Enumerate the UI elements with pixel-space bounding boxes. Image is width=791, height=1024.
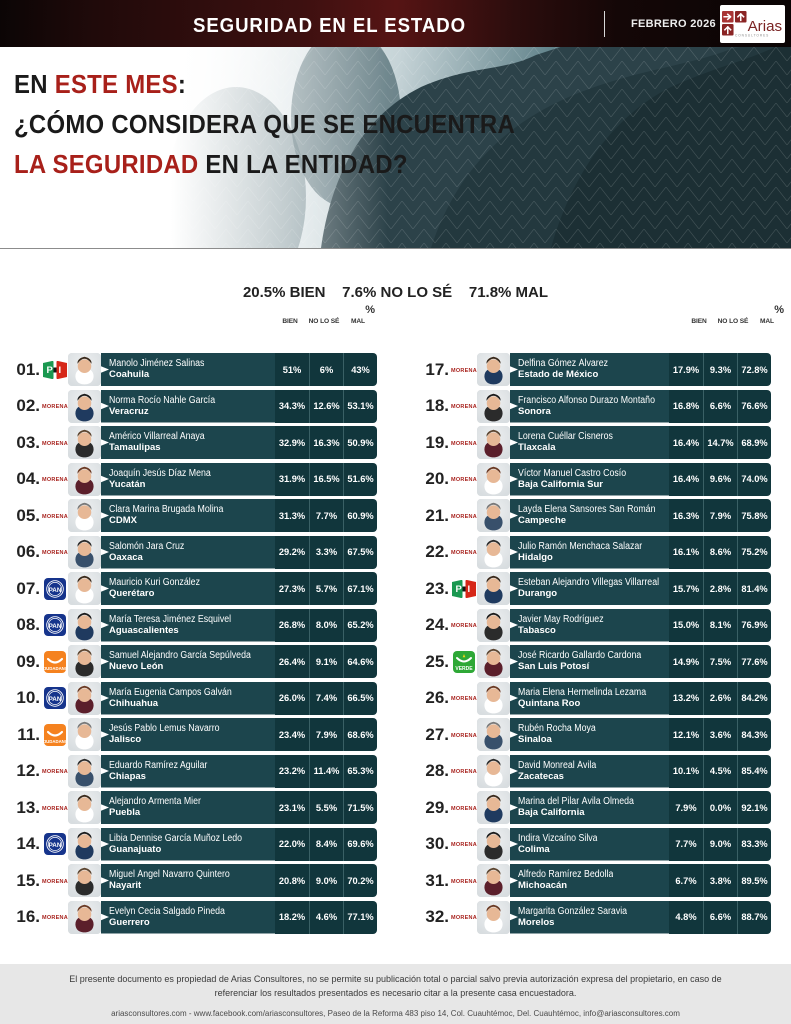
svg-text:I: I [468,584,471,595]
svg-text:PAN: PAN [49,696,62,703]
svg-text:MORENA: MORENA [451,514,477,520]
svg-text:PAN: PAN [49,842,62,849]
svg-text:CONSULTORES: CONSULTORES [734,34,768,38]
svg-text:MORENA: MORENA [451,550,477,556]
svg-text:MORENA: MORENA [42,441,68,447]
svg-text:MORENA: MORENA [451,879,477,885]
svg-text:MORENA: MORENA [42,879,68,885]
svg-text:MORENA: MORENA [451,368,477,374]
svg-text:MORENA: MORENA [42,404,68,410]
svg-text:MORENA: MORENA [451,915,477,921]
svg-text:CIUDADANO: CIUDADANO [44,739,66,744]
svg-text:MORENA: MORENA [42,514,68,520]
svg-text:MORENA: MORENA [451,623,477,629]
svg-text:PAN: PAN [49,587,62,594]
svg-text:MORENA: MORENA [42,915,68,921]
svg-text:MORENA: MORENA [451,769,477,775]
svg-text:P: P [47,365,54,376]
svg-text:PAN: PAN [49,623,62,630]
svg-text:MORENA: MORENA [42,477,68,483]
svg-text:MORENA: MORENA [451,696,477,702]
svg-text:MORENA: MORENA [451,477,477,483]
svg-text:MORENA: MORENA [451,441,477,447]
svg-text:VERDE: VERDE [455,666,473,672]
svg-text:MORENA: MORENA [451,404,477,410]
svg-text:MORENA: MORENA [451,733,477,739]
svg-text:I: I [59,365,62,376]
svg-text:P: P [456,584,463,595]
svg-text:CIUDADANO: CIUDADANO [44,666,66,671]
svg-text:MORENA: MORENA [42,550,68,556]
svg-text:Arias: Arias [747,18,782,35]
svg-text:MORENA: MORENA [42,769,68,775]
svg-text:MORENA: MORENA [451,842,477,848]
svg-text:MORENA: MORENA [451,806,477,812]
svg-text:MORENA: MORENA [42,806,68,812]
